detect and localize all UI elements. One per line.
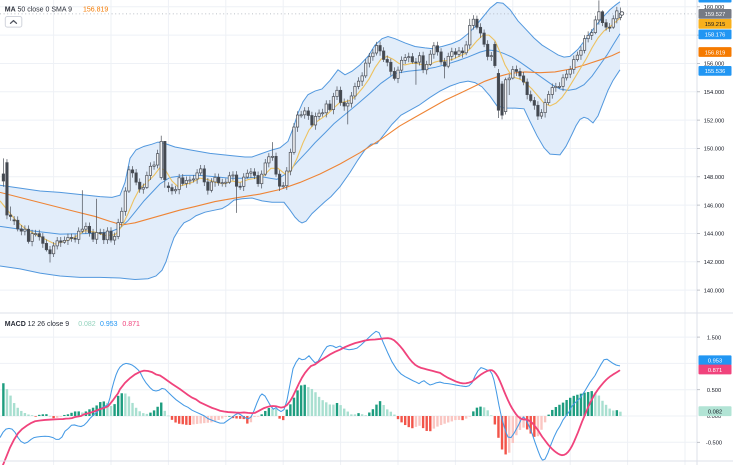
svg-text:0.500: 0.500: [707, 388, 721, 394]
svg-text:144.000: 144.000: [704, 232, 725, 238]
svg-text:154.000: 154.000: [704, 90, 725, 96]
svg-text:156.819: 156.819: [705, 50, 726, 56]
svg-text:0.000: 0.000: [707, 414, 721, 420]
svg-text:159.215: 159.215: [705, 22, 726, 28]
svg-text:160.000: 160.000: [704, 5, 725, 11]
svg-text:-0.500: -0.500: [706, 441, 722, 447]
svg-text:148.000: 148.000: [704, 175, 725, 181]
svg-text:0.082: 0.082: [708, 410, 722, 416]
svg-text:146.000: 146.000: [704, 203, 725, 209]
svg-text:140.000: 140.000: [704, 288, 725, 294]
svg-text:158.176: 158.176: [705, 33, 726, 39]
svg-text:155.536: 155.536: [705, 69, 726, 75]
svg-text:142.000: 142.000: [704, 260, 725, 266]
svg-text:0.871: 0.871: [708, 368, 722, 374]
svg-text:156.000: 156.000: [704, 62, 725, 68]
svg-text:0.953: 0.953: [708, 359, 722, 365]
svg-text:159.527: 159.527: [705, 12, 726, 18]
svg-text:152.000: 152.000: [704, 118, 725, 124]
svg-text:150.000: 150.000: [704, 147, 725, 153]
svg-text:1.500: 1.500: [707, 335, 721, 341]
